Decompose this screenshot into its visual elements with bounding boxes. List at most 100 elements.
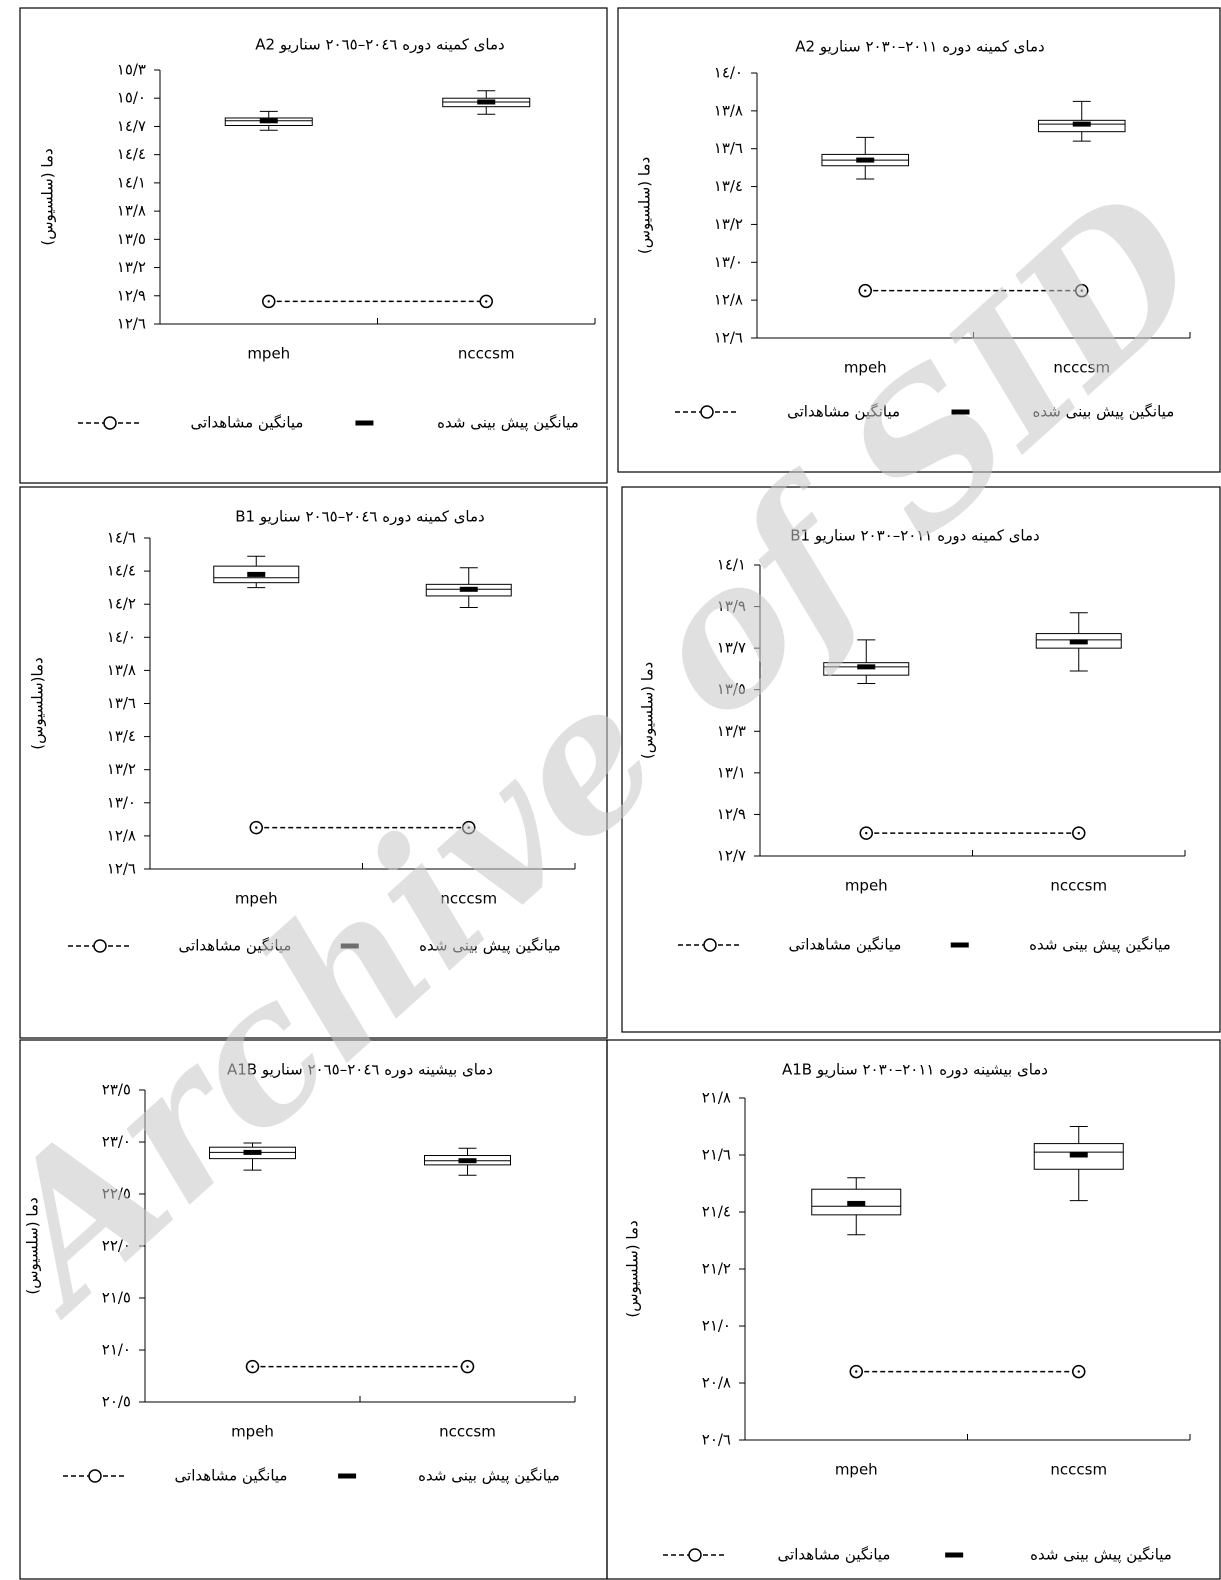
- y-tick-label: ٢٢/٥: [102, 1185, 131, 1203]
- x-tick-label: mpeh: [844, 359, 887, 377]
- y-tick-label: ١٢/٨: [714, 291, 743, 309]
- y-tick-label: ١٣/٢: [117, 258, 146, 276]
- legend-marker: [103, 416, 117, 430]
- legend-marker: [688, 1548, 702, 1562]
- legend-marker: [945, 1552, 964, 1558]
- y-tick-label: ٢٣/٥: [102, 1081, 131, 1099]
- y-tick-label: ١٢/٨: [107, 826, 136, 844]
- y-axis-label: دما (سلسیوس): [624, 1220, 642, 1317]
- observed-mean-dot: [855, 1370, 858, 1373]
- y-tick-label: ١٤/٦: [107, 529, 136, 547]
- legend-marker: [88, 1469, 102, 1483]
- y-axis-label: دما (سلسیوس): [636, 157, 654, 254]
- y-tick-label: ١٣/٨: [107, 661, 136, 679]
- legend-label: میانگین مشاهداتی: [787, 403, 900, 421]
- y-tick-label: ٢٣/٠: [102, 1133, 131, 1151]
- legend-marker: [355, 420, 374, 426]
- legend-label: میانگین مشاهداتی: [789, 936, 902, 954]
- x-tick-label: ncccsm: [440, 890, 497, 908]
- legend-label: میانگین مشاهداتی: [191, 414, 304, 432]
- panel-border: [606, 1039, 1221, 1580]
- x-tick-label: mpeh: [235, 890, 278, 908]
- predicted-mean: [243, 1149, 262, 1155]
- y-tick-label: ٢١/٨: [702, 1089, 731, 1107]
- y-tick-label: ١٤/٠: [107, 628, 136, 646]
- y-tick-label: ١٣/٣: [717, 722, 746, 740]
- predicted-mean: [477, 99, 496, 105]
- y-tick-label: ١٣/٥: [117, 230, 146, 248]
- x-tick-label: mpeh: [845, 877, 888, 895]
- y-tick-label: ١٣/٠: [107, 793, 136, 811]
- x-tick-label: ncccsm: [1050, 877, 1107, 895]
- predicted-mean: [856, 157, 875, 163]
- y-tick-label: ١٤/٤: [117, 145, 146, 163]
- x-tick-label: mpeh: [835, 1461, 878, 1479]
- panel-border: [621, 486, 1221, 1033]
- y-axis-label: دما (سلسیوس): [24, 1197, 42, 1294]
- y-tick-label: ١٣/٦: [714, 139, 743, 157]
- y-tick-label: ١٣/٢: [714, 215, 743, 233]
- y-tick-label: ١٣/٨: [117, 202, 146, 220]
- y-tick-label: ٢١/٤: [702, 1203, 731, 1221]
- y-tick-label: ٢١/٥: [102, 1289, 131, 1307]
- predicted-mean: [1072, 121, 1091, 127]
- y-tick-label: ١٤/٧: [117, 117, 146, 135]
- panel-border: [617, 7, 1221, 473]
- legend-marker: [700, 405, 714, 419]
- y-tick-label: ٢١/٢: [702, 1260, 731, 1278]
- chart-title: دمای کمینه دوره ٢٠١١–٢٠٣٠ سناریو B1: [790, 527, 1039, 545]
- legend-label: میانگین پیش بینی شده: [1030, 1546, 1172, 1565]
- y-axis-label: دما (سلسیوس): [639, 662, 657, 759]
- y-tick-label: ١٤/٠: [714, 64, 743, 82]
- y-tick-label: ١٢/٩: [117, 286, 146, 304]
- y-tick-label: ٢٠/٥: [102, 1393, 131, 1411]
- x-tick-label: mpeh: [231, 1423, 274, 1441]
- y-tick-label: ١٥/٣: [117, 61, 146, 79]
- y-tick-label: ١٤/١: [717, 556, 746, 574]
- observed-mean-dot: [1077, 831, 1080, 835]
- chart-title: دمای کمینه دوره ٢٠١١–٢٠٣٠ سناریو A2: [795, 38, 1044, 56]
- y-tick-label: ١٣/٧: [717, 639, 746, 657]
- legend-label: میانگین پیش بینی شده: [437, 414, 579, 433]
- y-tick-label: ١٢/٦: [714, 329, 743, 347]
- predicted-mean: [857, 664, 876, 670]
- watermark: Archive of SID: [0, 150, 1221, 1354]
- y-tick-label: ١٤/٤: [107, 562, 136, 580]
- legend-marker: [340, 943, 359, 949]
- y-axis-label: دما(سلسیوس): [29, 657, 47, 750]
- x-tick-label: ncccsm: [439, 1423, 496, 1441]
- y-tick-label: ١٣/٢: [107, 760, 136, 778]
- observed-mean-dot: [466, 1365, 469, 1368]
- predicted-mean: [1069, 1152, 1088, 1158]
- y-tick-label: ٢٠/٦: [702, 1431, 731, 1449]
- observed-mean-dot: [1077, 1370, 1080, 1373]
- observed-mean-dot: [865, 831, 868, 835]
- panel-border: [19, 486, 608, 1039]
- x-tick-label: ncccsm: [1053, 359, 1110, 377]
- legend-marker: [338, 1473, 357, 1479]
- y-axis-label: دما (سلسیوس): [39, 148, 57, 245]
- x-tick-label: ncccsm: [1050, 1461, 1107, 1479]
- predicted-mean: [458, 1158, 477, 1164]
- observed-mean-dot: [267, 300, 270, 303]
- y-tick-label: ١٣/١: [717, 763, 746, 781]
- legend-label: میانگین مشاهداتی: [175, 1467, 288, 1485]
- predicted-mean: [1069, 639, 1088, 645]
- legend-marker: [950, 942, 969, 948]
- legend-marker: [93, 939, 107, 953]
- y-tick-label: ١٣/٦: [107, 694, 136, 712]
- chart-title: دمای بیشینه دوره ٢٠٤٦–٢٠٦٥ سناریو A1B: [227, 1061, 493, 1079]
- predicted-mean: [259, 118, 278, 124]
- y-tick-label: ١٣/٤: [107, 727, 136, 745]
- chart-title: دمای بیشینه دوره ٢٠١١–٢٠٣٠ سناریو A1B: [782, 1061, 1048, 1079]
- observed-mean-dot: [1080, 289, 1083, 292]
- y-tick-label: ١٢/٦: [107, 860, 136, 878]
- legend-label: میانگین پیش بینی شده: [1029, 936, 1171, 955]
- panel-border: [19, 7, 608, 484]
- y-tick-label: ٢٠/٨: [702, 1374, 731, 1392]
- y-tick-label: ١٣/٤: [714, 177, 743, 195]
- observed-mean-dot: [485, 300, 488, 303]
- y-tick-label: ١٣/٩: [717, 597, 746, 615]
